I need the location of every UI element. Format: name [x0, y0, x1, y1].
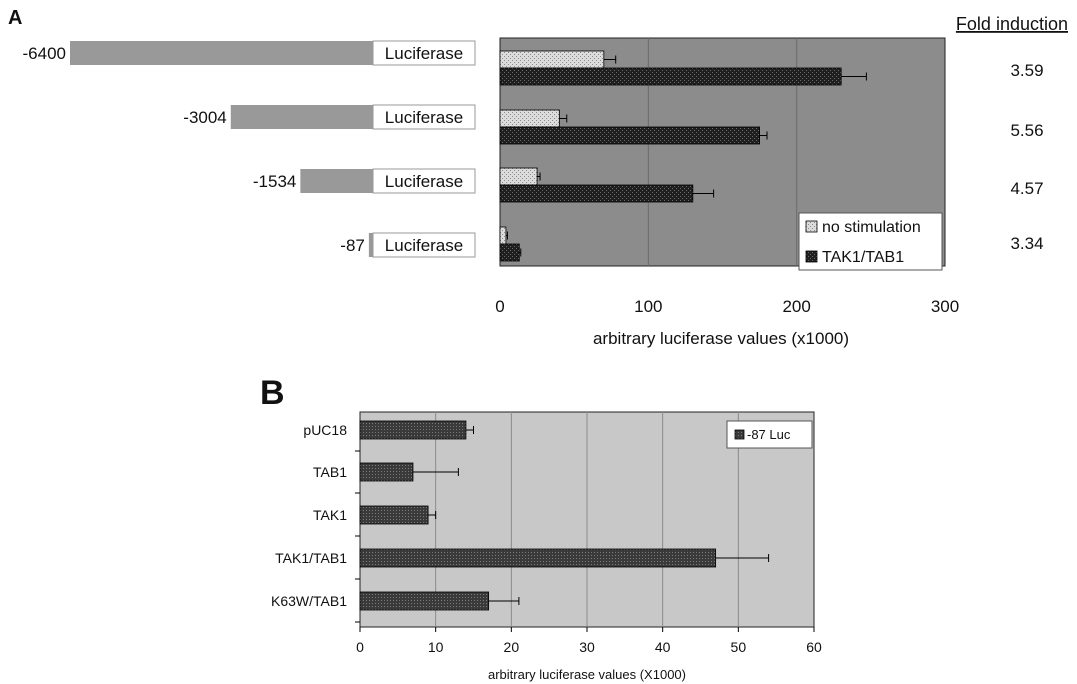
fold-induction-value: 3.59: [1010, 61, 1043, 80]
fold-induction-header: Fold induction: [956, 14, 1068, 34]
legend-label-87-luc: -87 Luc: [747, 427, 791, 442]
fold-induction-values: 3.59 5.56 4.57 3.34: [1010, 61, 1043, 253]
legend-swatch-87-luc: [734, 429, 745, 440]
promoter-bar: [70, 41, 373, 65]
panel-a-bar: [499, 109, 560, 128]
panel-a-bar: [499, 184, 694, 203]
promoter-position-label: -6400: [23, 44, 66, 63]
legend-label-tak1-tab1: TAK1/TAB1: [822, 249, 904, 266]
panel-a-tick-label: 0: [495, 297, 504, 316]
panel-a-x-axis: 0 100 200 300: [495, 297, 959, 316]
panel-a-legend: no stimulation TAK1/TAB1: [798, 212, 943, 271]
panel-b-category-label: TAK1: [313, 507, 347, 523]
panel-b-tick-label: 60: [806, 639, 822, 655]
panel-b-tick-label: 30: [579, 639, 595, 655]
luciferase-label: Luciferase: [385, 172, 463, 191]
panel-a-label: A: [8, 7, 22, 29]
luciferase-box: [372, 232, 476, 258]
panel-a-bar: [499, 243, 520, 262]
panel-a-x-axis-title: arbitrary luciferase values (x1000): [593, 329, 849, 348]
luciferase-label: Luciferase: [385, 44, 463, 63]
luciferase-box: [372, 168, 476, 194]
luciferase-label: Luciferase: [385, 236, 463, 255]
panel-a-tick-label: 300: [931, 297, 959, 316]
promoter-position-label: -87: [340, 236, 365, 255]
panel-b-label: B: [260, 374, 285, 412]
panel-a-bar: [499, 167, 538, 186]
luciferase-box: [372, 104, 476, 130]
panel-b-tick-label: 50: [731, 639, 747, 655]
panel-b-tick-label: 40: [655, 639, 671, 655]
panel-a-legend-box: [798, 212, 943, 271]
fold-induction-value: 3.34: [1010, 234, 1043, 253]
panel-b: B pUC18 TAB1 TAK1 TAK1/TAB1 K63W/TAB1 0 10 20 3…: [260, 374, 822, 682]
panel-b-y-axis: pUC18 TAB1 TAK1 TAK1/TAB1 K63W/TAB1: [271, 422, 360, 623]
panel-b-category-label: TAB1: [313, 464, 347, 480]
promoter-bar: [368, 233, 373, 257]
panel-b-tick-label: 0: [356, 639, 364, 655]
legend-label-no-stimulation: no stimulation: [822, 219, 921, 236]
panel-b-tick-label: 20: [504, 639, 520, 655]
panel-b-bar: [359, 420, 467, 440]
panel-a-bar: [499, 50, 605, 69]
panel-a-bar: [499, 226, 507, 245]
promoter-position-label: -1534: [253, 172, 296, 191]
panel-b-category-label: pUC18: [303, 422, 347, 438]
luciferase-label: Luciferase: [385, 108, 463, 127]
promoter-constructs: Luciferase -6400 Luciferase -3004 Luciferase…: [23, 40, 476, 258]
promoter-position-label: -3004: [183, 108, 226, 127]
fold-induction-value: 5.56: [1010, 121, 1043, 140]
panel-a-bar: [499, 126, 760, 145]
panel-b-category-label: K63W/TAB1: [271, 593, 347, 609]
luciferase-box: [372, 40, 476, 66]
panel-b-bar: [359, 548, 717, 568]
promoter-bar: [230, 105, 373, 129]
panel-b-bar: [359, 505, 429, 525]
panel-a: A Fold induction Luciferase-6400Lucifera…: [8, 7, 1068, 348]
panel-b-category-label: TAK1/TAB1: [275, 550, 347, 566]
legend-swatch-no-stimulation: [805, 220, 818, 233]
panel-b-tick-label: 10: [428, 639, 444, 655]
promoter-bar: [300, 169, 373, 193]
panel-a-bar: [499, 67, 842, 86]
panel-b-bar: [359, 591, 490, 611]
fold-induction-value: 4.57: [1010, 179, 1043, 198]
panel-a-tick-label: 200: [782, 297, 810, 316]
panel-b-legend: -87 Luc: [726, 420, 813, 449]
legend-swatch-tak1-tab1: [805, 250, 818, 263]
panel-b-x-axis-title: arbitrary luciferase values (X1000): [488, 667, 686, 682]
panel-b-bar: [359, 462, 414, 482]
panel-a-tick-label: 100: [634, 297, 662, 316]
panel-b-x-axis: 0 10 20 30 40 50 60: [356, 627, 822, 655]
